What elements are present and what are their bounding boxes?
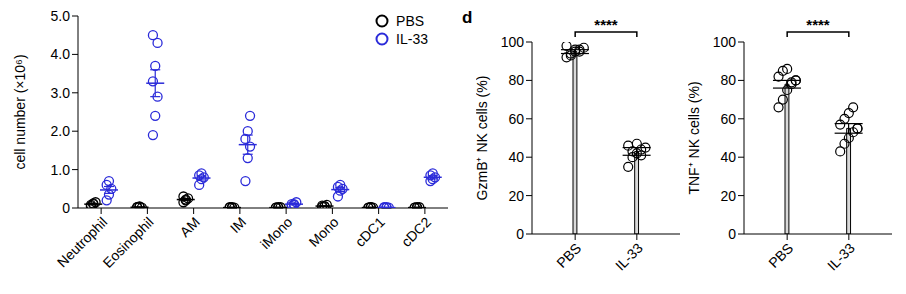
svg-text:40: 40 [720, 149, 736, 165]
svg-text:GzmB⁺ NK cells (%): GzmB⁺ NK cells (%) [476, 76, 490, 201]
svg-text:TNF⁺ NK cells (%): TNF⁺ NK cells (%) [688, 81, 702, 194]
svg-text:40: 40 [508, 149, 524, 165]
html-text:d: d [462, 8, 473, 27]
svg-text:100: 100 [713, 34, 737, 50]
svg-text:Mono: Mono [305, 214, 341, 250]
svg-text:AM: AM [177, 214, 203, 240]
svg-text:IL-33: IL-33 [612, 240, 646, 274]
svg-text:60: 60 [508, 111, 524, 127]
svg-text:IM: IM [227, 214, 249, 236]
svg-text:0: 0 [62, 200, 70, 216]
svg-text:IL-33: IL-33 [824, 240, 858, 274]
svg-text:80: 80 [508, 72, 524, 88]
svg-text:Eosinophil: Eosinophil [100, 214, 157, 271]
svg-text:****: **** [806, 16, 830, 33]
svg-text:iMono: iMono [257, 214, 295, 252]
svg-text:PBS: PBS [553, 240, 584, 271]
svg-text:4.0: 4.0 [51, 46, 71, 62]
svg-text:PBS: PBS [765, 240, 796, 271]
svg-text:Neutrophil: Neutrophil [53, 213, 111, 271]
svg-text:100: 100 [501, 34, 525, 50]
svg-text:20: 20 [508, 188, 524, 204]
svg-text:3.0: 3.0 [51, 85, 71, 101]
svg-text:1.0: 1.0 [51, 162, 71, 178]
svg-text:****: **** [594, 16, 618, 33]
svg-text:0: 0 [516, 226, 524, 242]
svg-text:cDC1: cDC1 [352, 214, 388, 250]
svg-text:60: 60 [720, 111, 736, 127]
html-text:PBS: PBS [396, 13, 425, 29]
svg-text:cDC2: cDC2 [398, 214, 434, 250]
svg-text:2.0: 2.0 [51, 123, 71, 139]
svg-text:20: 20 [720, 188, 736, 204]
svg-text:5.0: 5.0 [51, 8, 71, 24]
svg-text:80: 80 [720, 72, 736, 88]
html-text:IL-33: IL-33 [396, 31, 428, 47]
svg-text:0: 0 [728, 226, 736, 242]
svg-text:cell number (×10⁶): cell number (×10⁶) [12, 54, 28, 169]
